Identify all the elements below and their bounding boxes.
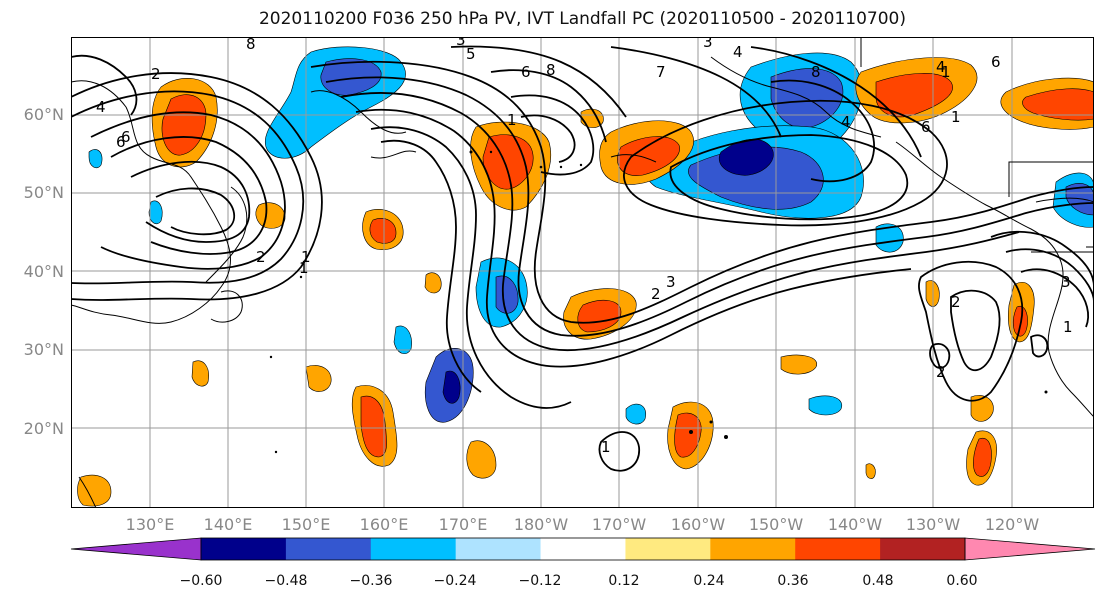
colorbar-swatch [710,538,796,560]
lon-label: 160°W [670,515,726,534]
contour-label: 1 [299,259,309,277]
contour-label: 4 [841,113,851,131]
contour-label: 2 [651,285,661,303]
contour-label: 1 [941,63,951,81]
contour-label: 1 [601,438,611,456]
lon-label: 150°W [748,515,804,534]
map-frame [71,37,1094,508]
lon-label: 140°E [203,515,253,534]
lon-label: 140°W [827,515,883,534]
map-panel: 2 4 6 8 1 3 5 6 8 4 3 7 1 8 6 4 6 1 2 3 … [71,37,1094,508]
contour-label: 2 [936,363,946,381]
contour-label: 6 [921,118,931,136]
graticule [71,37,1094,508]
lat-label: 30°N [23,340,64,359]
colorbar-extend-max [964,537,1096,561]
lon-label: 180°W [513,515,569,534]
lat-label: 20°N [23,419,64,438]
contour-labels: 2 4 6 8 1 3 5 6 8 4 3 7 1 8 6 4 6 1 2 3 … [96,37,1073,456]
colorbar-swatch [201,538,287,560]
lon-label: 130°W [905,515,961,534]
contour-label: 1 [1063,318,1073,336]
pv-shading [77,46,1094,507]
colorbar-extend-min [70,537,202,561]
contour-label: 1 [951,108,961,126]
colorbar-tick-label: −0.36 [349,573,393,589]
ivt-contours [71,45,1094,472]
colorbar-tick-label: 0.48 [862,573,894,589]
chart-title: 2020110200 F036 250 hPa PV, IVT Landfall… [258,9,906,29]
colorbar-tick-label: −0.12 [518,573,562,589]
colorbar-swatch [285,538,372,560]
contour-label: 1 [507,111,517,129]
contour-label: 5 [466,45,476,63]
contour-label: 2 [151,65,161,83]
contour-label: 8 [546,61,556,79]
contour-label: 3 [1061,273,1071,291]
islands [269,150,1048,454]
lon-label: 170°E [438,515,488,534]
contour-label: 6 [521,63,531,81]
colorbar-tick-label: −0.60 [179,573,223,589]
contour-label: 2 [256,248,266,266]
contour-label: 3 [666,273,676,291]
colorbar-tick-label: −0.48 [264,573,308,589]
contour-label: 6 [121,128,131,146]
lon-label: 160°E [359,515,409,534]
contour-label: 4 [733,43,743,61]
colorbar-swatch [795,538,881,560]
colorbar-swatch [370,538,457,560]
colorbar-tick-label: 0.36 [777,573,809,589]
lat-label: 40°N [23,262,64,281]
contour-label: 3 [703,37,713,51]
contour-label: 3 [456,37,466,49]
colorbar-swatch [880,538,966,560]
contour-label: 7 [656,63,666,81]
lon-label: 120°W [984,515,1040,534]
contour-label: 4 [96,98,106,116]
contour-label: 4 [936,58,946,76]
colorbar-swatch [540,538,626,560]
contour-label: 6 [116,133,126,151]
contour-label: 8 [811,63,821,81]
lat-label: 60°N [23,105,64,124]
lon-label: 170°W [591,515,647,534]
colorbar-tick-label: 0.12 [608,573,640,589]
colorbar-swatch [625,538,711,560]
colorbar-tick-label: 0.60 [946,573,978,589]
contour-label: 6 [991,53,1001,71]
colorbar [70,537,1096,561]
contour-label: 8 [246,37,256,53]
contour-label: 2 [951,293,961,311]
lon-label: 150°E [281,515,331,534]
contour-label: 1 [301,248,311,266]
lat-label: 50°N [23,183,64,202]
colorbar-frame [200,537,966,561]
colorbar-swatch [455,538,542,560]
colorbar-tick-label: −0.24 [433,573,477,589]
colorbar-tick-label: 0.24 [693,573,725,589]
lon-label: 130°E [125,515,175,534]
